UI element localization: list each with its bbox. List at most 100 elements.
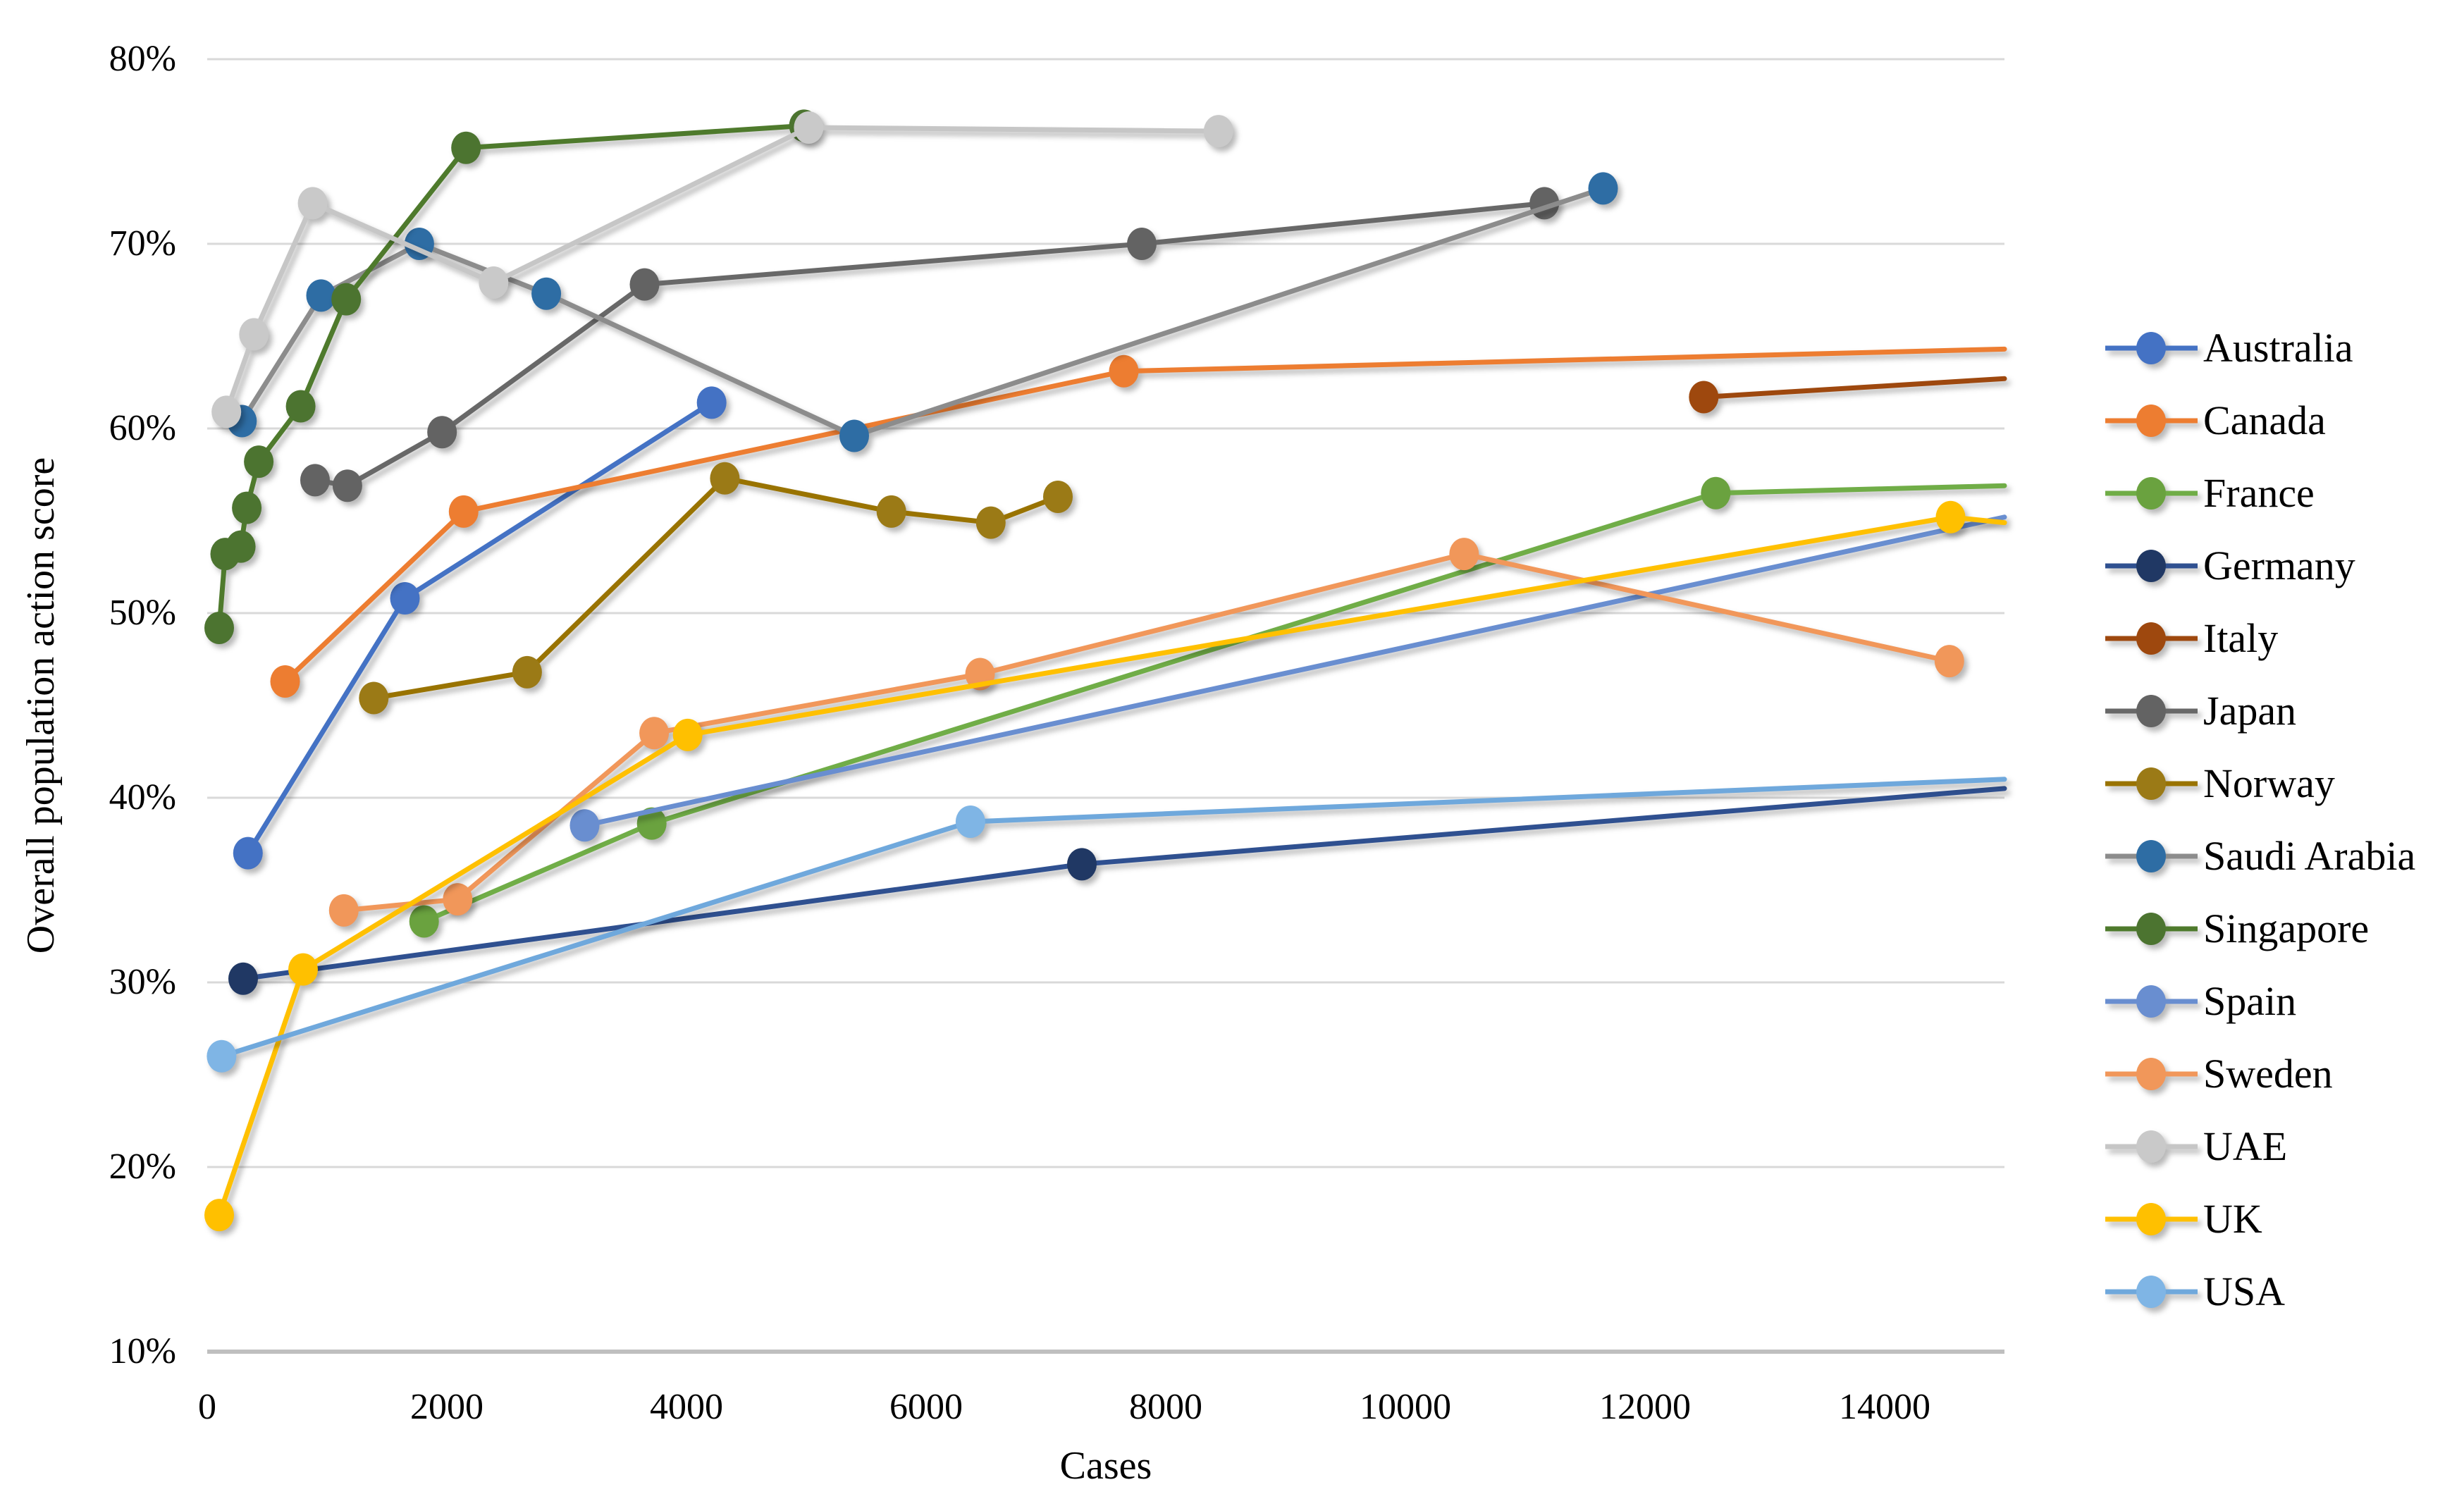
data-point-marker	[211, 395, 242, 428]
legend-marker-icon	[2105, 912, 2198, 945]
data-point-marker	[297, 187, 328, 220]
data-point-marker	[1043, 480, 1073, 513]
data-point-marker	[228, 962, 258, 995]
data-point-marker	[1935, 500, 1966, 533]
legend-marker	[2136, 1202, 2166, 1235]
x-tick-label: 0	[198, 1387, 216, 1427]
data-point-marker	[1934, 645, 1964, 678]
legend-marker-icon	[2105, 549, 2198, 582]
series-uae	[211, 111, 1233, 428]
x-tick-label: 6000	[889, 1387, 963, 1427]
series-australia	[233, 386, 727, 870]
data-point-marker	[288, 953, 318, 986]
legend-label: Sweden	[2203, 1051, 2333, 1097]
legend-item-canada: Canada	[2104, 384, 2415, 457]
data-point-marker	[794, 111, 824, 144]
data-point-marker	[448, 495, 479, 528]
legend-label: Germany	[2203, 543, 2355, 588]
series-line	[239, 185, 1606, 438]
legend-marker-icon	[2105, 404, 2198, 437]
data-point-marker	[1203, 115, 1233, 148]
legend-marker-icon	[2105, 1202, 2198, 1235]
legend-marker-icon	[2105, 694, 2198, 727]
legend-marker-icon	[2105, 839, 2198, 872]
series-line	[218, 777, 2007, 1059]
legend-marker-icon	[2105, 767, 2198, 800]
y-tick-label: 80%	[109, 39, 176, 79]
legend-marker-icon	[2105, 1057, 2198, 1090]
data-point-marker	[233, 837, 263, 870]
data-point-marker	[204, 611, 234, 644]
legend-marker	[2136, 985, 2166, 1018]
data-point-marker	[629, 268, 660, 301]
legend-marker-icon	[2105, 985, 2198, 1018]
data-point-marker	[409, 905, 439, 938]
series-singapore	[204, 109, 819, 644]
x-tick-label: 2000	[410, 1387, 483, 1427]
legend-item-uk: UK	[2104, 1183, 2415, 1255]
legend-item-norway: Norway	[2104, 747, 2415, 820]
data-point-marker	[300, 464, 330, 497]
legend-label: France	[2203, 470, 2315, 516]
data-point-marker	[328, 894, 359, 927]
legend-marker-icon	[2105, 1130, 2198, 1163]
series-line	[1701, 376, 2007, 400]
x-tick-label: 12000	[1599, 1387, 1691, 1427]
data-point-marker	[359, 681, 389, 715]
data-point-marker	[569, 809, 600, 842]
y-tick-label: 10%	[109, 1331, 176, 1371]
y-tick-label: 50%	[109, 593, 176, 633]
legend-marker	[2136, 839, 2166, 872]
data-point-marker	[1127, 228, 1157, 260]
series-japan	[300, 187, 1560, 502]
series-line	[341, 551, 1952, 913]
y-tick-label: 40%	[109, 777, 176, 817]
series-spain	[569, 514, 2007, 842]
legend-label: Canada	[2203, 397, 2326, 443]
legend-item-usa: USA	[2104, 1255, 2415, 1328]
x-tick-label: 4000	[650, 1387, 723, 1427]
data-point-marker	[244, 445, 274, 479]
legend-marker-icon	[2105, 476, 2198, 510]
data-point-marker	[876, 495, 906, 528]
legend-marker-icon	[2105, 622, 2198, 655]
chart-legend: Australia Canada France Germany Italy Japan No…	[2104, 311, 2415, 1328]
data-point-marker	[1689, 381, 1719, 414]
legend-label: Japan	[2203, 688, 2297, 734]
legend-marker	[2136, 912, 2166, 945]
legend-item-saudi-arabia: Saudi Arabia	[2104, 820, 2415, 892]
legend-item-japan: Japan	[2104, 674, 2415, 747]
data-point-marker	[239, 318, 269, 351]
data-point-marker	[531, 277, 562, 310]
x-axis-title: Cases	[1059, 1444, 1152, 1488]
legend-marker	[2136, 694, 2166, 727]
series-france	[409, 476, 2007, 938]
series-sweden	[328, 538, 1964, 927]
legend-item-singapore: Singapore	[2104, 892, 2415, 965]
legend-label: Saudi Arabia	[2203, 833, 2416, 879]
legend-marker	[2136, 1275, 2166, 1308]
legend-label: UAE	[2203, 1123, 2288, 1169]
data-point-marker	[479, 266, 509, 300]
data-point-marker	[204, 1199, 234, 1232]
data-point-marker	[1588, 172, 1618, 205]
legend-item-spain: Spain	[2104, 965, 2415, 1037]
legend-marker	[2136, 1130, 2166, 1163]
data-point-marker	[443, 883, 473, 916]
series-norway	[359, 462, 1073, 715]
data-point-marker	[1701, 476, 1731, 510]
legend-label: USA	[2203, 1269, 2286, 1314]
legend-marker	[2136, 476, 2166, 510]
y-tick-label: 60%	[109, 408, 176, 448]
x-tick-label: 14000	[1839, 1387, 1930, 1427]
data-point-marker	[427, 416, 457, 449]
data-point-marker	[975, 506, 1006, 539]
data-point-marker	[451, 131, 481, 164]
data-point-marker	[1067, 848, 1097, 881]
legend-label: UK	[2203, 1196, 2262, 1242]
data-point-marker	[232, 491, 262, 524]
y-tick-label: 70%	[109, 223, 176, 264]
legend-marker	[2136, 549, 2166, 582]
data-point-marker	[207, 1039, 237, 1073]
